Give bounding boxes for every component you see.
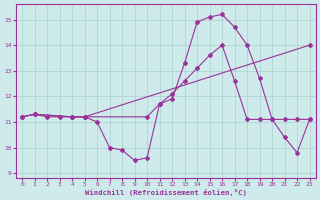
X-axis label: Windchill (Refroidissement éolien,°C): Windchill (Refroidissement éolien,°C) bbox=[85, 189, 247, 196]
